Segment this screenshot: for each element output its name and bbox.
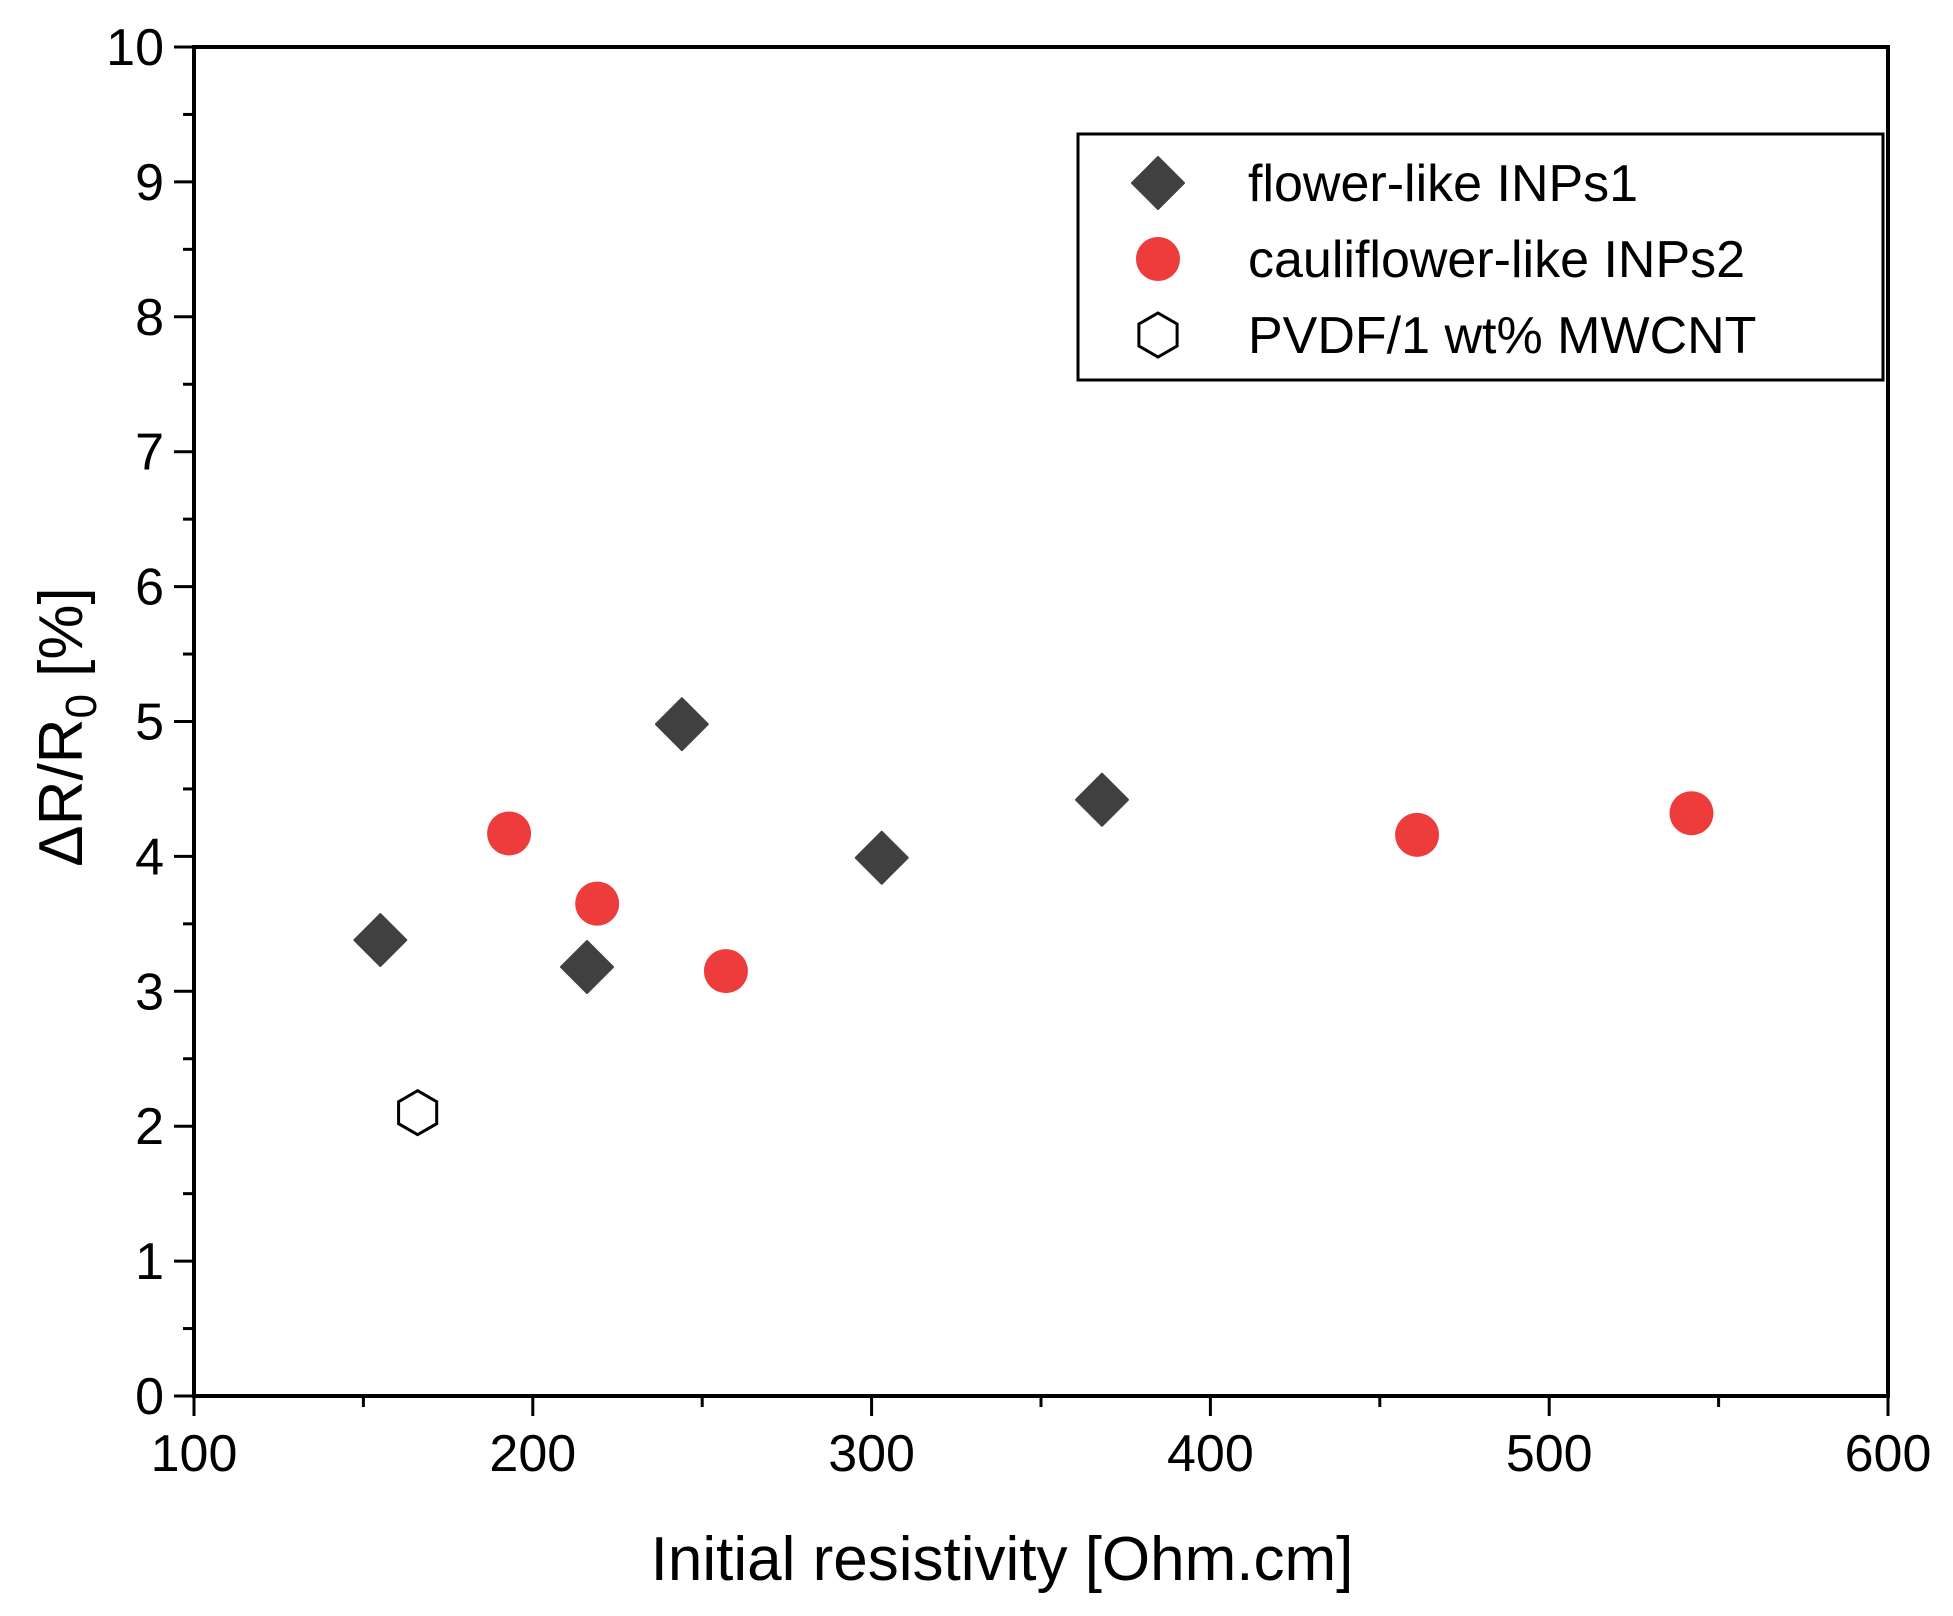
x-tick-label: 400 (1167, 1425, 1254, 1483)
legend-label-2: cauliflower-like INPs2 (1248, 231, 1745, 289)
legend: flower-like INPs1 cauliflower-like INPs2 P… (1076, 132, 1885, 382)
y-axis-label-subscript: 0 (57, 694, 106, 718)
y-tick-label: 3 (135, 963, 164, 1021)
data-point-series-2 (703, 949, 748, 994)
y-axis-label-suffix: [%] (27, 587, 96, 694)
data-point-series-1 (353, 913, 408, 968)
y-tick-label: 0 (135, 1368, 164, 1426)
y-tick-label: 10 (106, 19, 164, 77)
x-tick-label: 100 (151, 1425, 238, 1483)
data-point-series-2 (487, 811, 532, 856)
data-point-series-2 (1395, 812, 1440, 857)
x-tick-label: 200 (489, 1425, 576, 1483)
x-axis-label: Initial resistivity [Ohm.cm] (651, 1525, 1354, 1594)
data-point-series-1 (560, 940, 615, 995)
y-tick-label: 6 (135, 559, 164, 617)
x-axis: 100 200 300 400 500 600 (151, 1396, 1932, 1483)
y-tick-label: 5 (135, 694, 164, 752)
legend-label-1: flower-like INPs1 (1248, 155, 1638, 213)
x-tick-label: 300 (828, 1425, 915, 1483)
x-tick-label: 600 (1845, 1425, 1932, 1483)
y-tick-label: 4 (135, 828, 164, 886)
data-points (353, 697, 1714, 1137)
legend-marker-1 (1131, 156, 1185, 210)
y-axis-label: ΔR/R0 [%] (27, 587, 106, 867)
data-point-series-1 (854, 830, 909, 885)
legend-marker-2 (1136, 237, 1180, 281)
data-point-series-1 (654, 697, 709, 752)
y-tick-label: 8 (135, 289, 164, 347)
y-tick-label: 9 (135, 154, 164, 212)
legend-label-3: PVDF/1 wt% MWCNT (1248, 307, 1756, 365)
y-axis-label-main: ΔR/R (27, 719, 96, 867)
legend-box (1076, 132, 1885, 382)
data-point-series-2 (1669, 791, 1714, 836)
data-point-series-2 (575, 881, 620, 926)
legend-marker-3 (1137, 311, 1179, 359)
x-tick-label: 500 (1506, 1425, 1593, 1483)
data-point-series-3 (397, 1088, 439, 1137)
y-tick-label: 2 (135, 1098, 164, 1156)
data-point-series-1 (1074, 772, 1129, 827)
y-axis: 0 1 2 3 4 5 6 7 8 9 10 (106, 19, 194, 1426)
y-tick-label: 1 (135, 1233, 164, 1291)
y-tick-label: 7 (135, 424, 164, 482)
